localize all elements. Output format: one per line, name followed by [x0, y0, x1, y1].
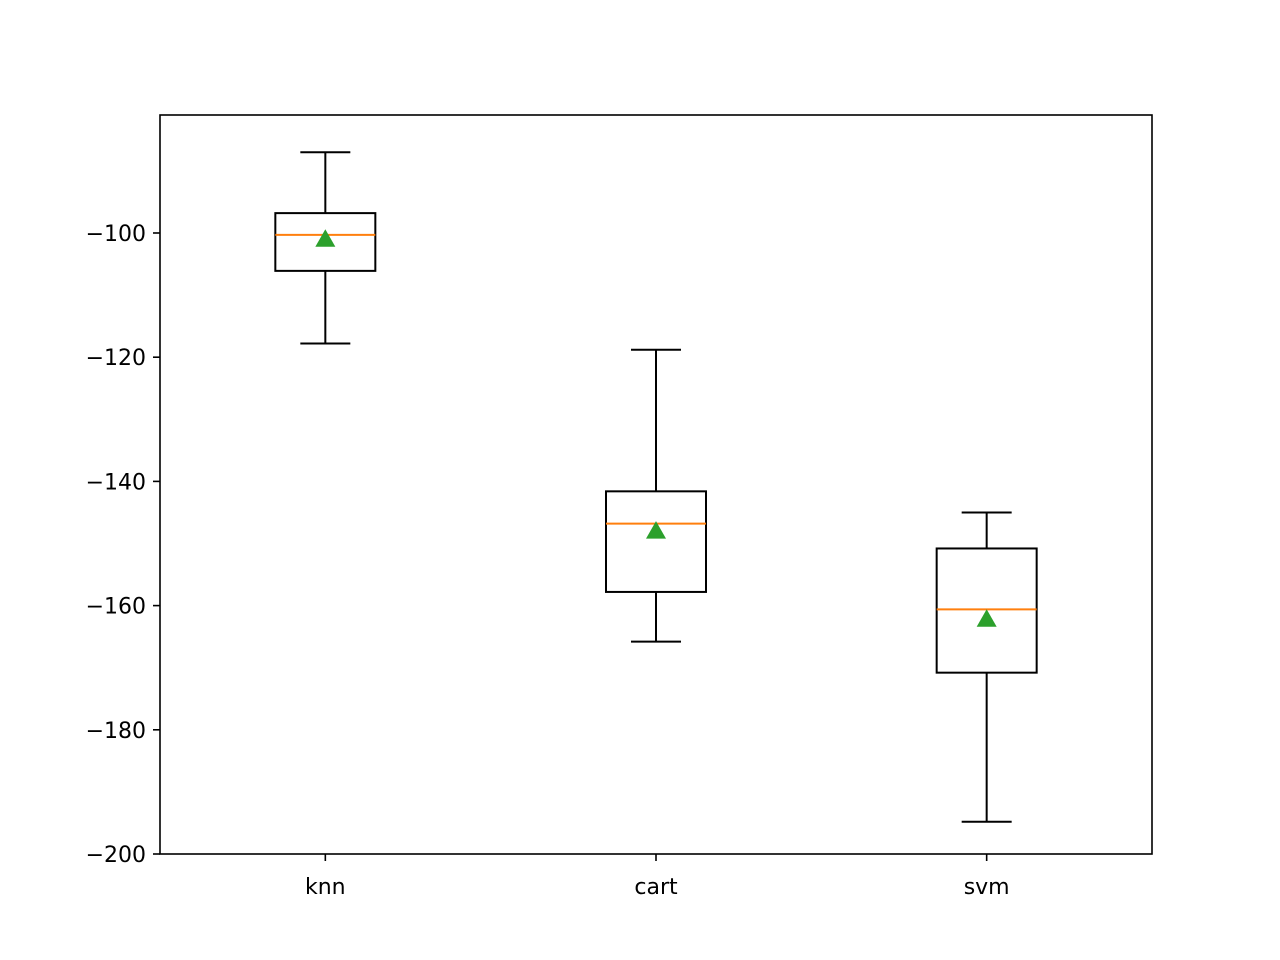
y-tick-label: −200: [86, 843, 146, 868]
mean-marker: [976, 609, 997, 627]
box-iqr: [935, 547, 1038, 674]
axes: −100 −120 −140 −160 −180 −200 knn cart svm: [86, 114, 1153, 900]
x-tick-label: svm: [964, 875, 1010, 900]
y-tick-label: −140: [86, 470, 146, 495]
y-tick-label: −180: [86, 719, 146, 744]
box-iqr: [274, 212, 377, 272]
box-cart: [605, 348, 707, 643]
plot-area: [274, 151, 1038, 823]
box-svm: [935, 511, 1038, 823]
mean-marker: [315, 229, 336, 247]
y-tick-label: −120: [86, 346, 146, 371]
mean-marker: [646, 521, 666, 539]
box-knn: [274, 151, 377, 345]
box-iqr: [605, 490, 707, 593]
x-tick-label: cart: [634, 875, 678, 900]
y-tick-label: −100: [86, 222, 146, 247]
y-tick-label: −160: [86, 595, 146, 620]
x-tick-label: knn: [305, 875, 346, 900]
